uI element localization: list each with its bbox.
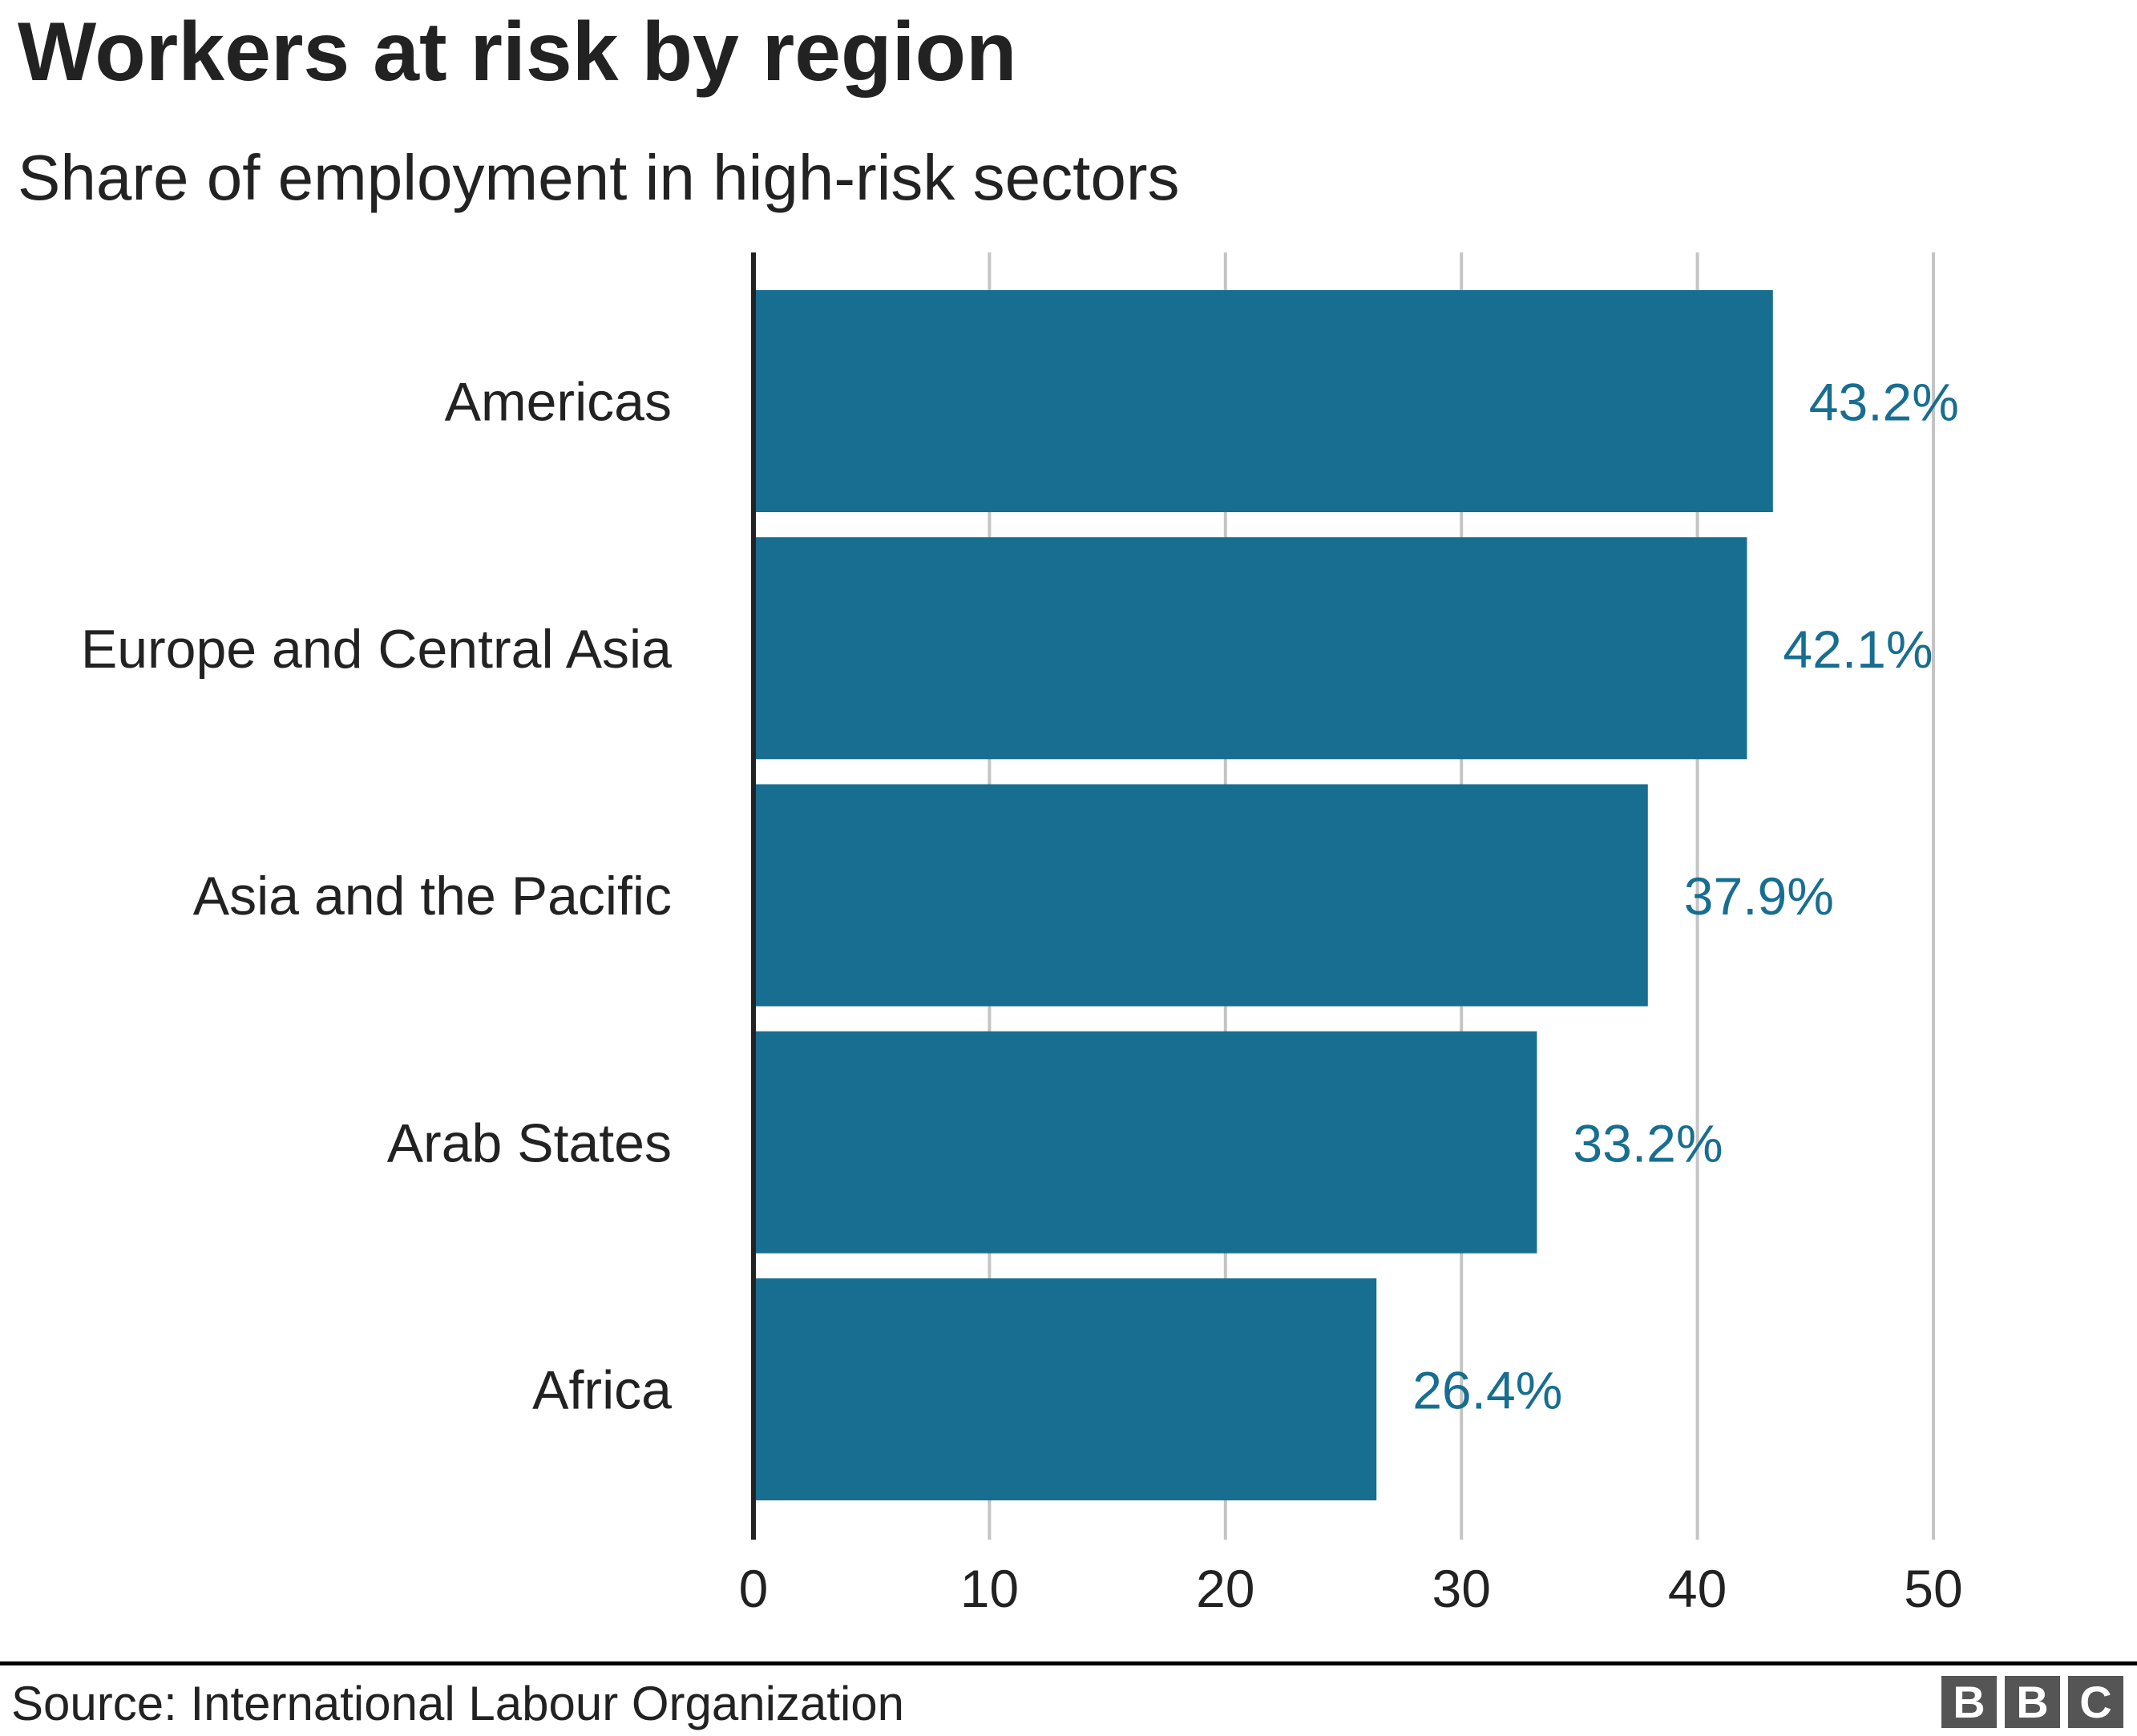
x-tick-label: 0 — [739, 1559, 769, 1618]
data-label: 33.2% — [1573, 1113, 1723, 1173]
chart-subtitle: Share of employment in high-risk sectors — [18, 142, 1180, 213]
category-label: Asia and the Pacific — [193, 866, 672, 927]
bar — [753, 537, 1747, 760]
bar-chart: 0 10 20 30 40 50 Americas 43.2% Europe and Centr… — [81, 252, 1963, 1618]
bbc-logo-letter: B — [2005, 1676, 2060, 1728]
category-label: Europe and Central Asia — [81, 619, 672, 680]
x-tick-label: 50 — [1904, 1559, 1962, 1618]
bbc-logo: B B C — [1941, 1676, 2123, 1728]
bbc-logo-letter: C — [2068, 1676, 2123, 1728]
data-label: 37.9% — [1684, 866, 1834, 926]
bar — [753, 290, 1773, 512]
bar — [753, 1278, 1377, 1500]
bar — [753, 784, 1648, 1007]
category-label: Americas — [445, 372, 672, 433]
x-tick-label: 20 — [1196, 1559, 1254, 1618]
data-label: 42.1% — [1783, 620, 1933, 679]
x-tick-label: 30 — [1432, 1559, 1490, 1618]
data-label: 43.2% — [1809, 373, 1959, 432]
category-label: Africa — [532, 1360, 672, 1421]
x-tick-label: 40 — [1668, 1559, 1727, 1618]
bbc-logo-letter: B — [1941, 1676, 1997, 1728]
source-note: Source: International Labour Organizatio… — [11, 1677, 905, 1730]
x-tick-label: 10 — [960, 1559, 1019, 1618]
bar — [753, 1031, 1537, 1254]
category-label: Arab States — [387, 1112, 672, 1173]
data-label: 26.4% — [1412, 1361, 1562, 1420]
chart-title: Workers at risk by region — [18, 6, 1017, 99]
footer-divider — [0, 1661, 2137, 1665]
